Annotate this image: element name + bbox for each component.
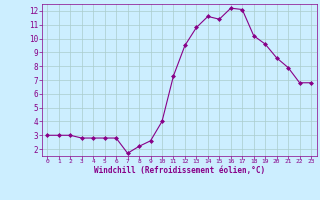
X-axis label: Windchill (Refroidissement éolien,°C): Windchill (Refroidissement éolien,°C): [94, 166, 265, 175]
